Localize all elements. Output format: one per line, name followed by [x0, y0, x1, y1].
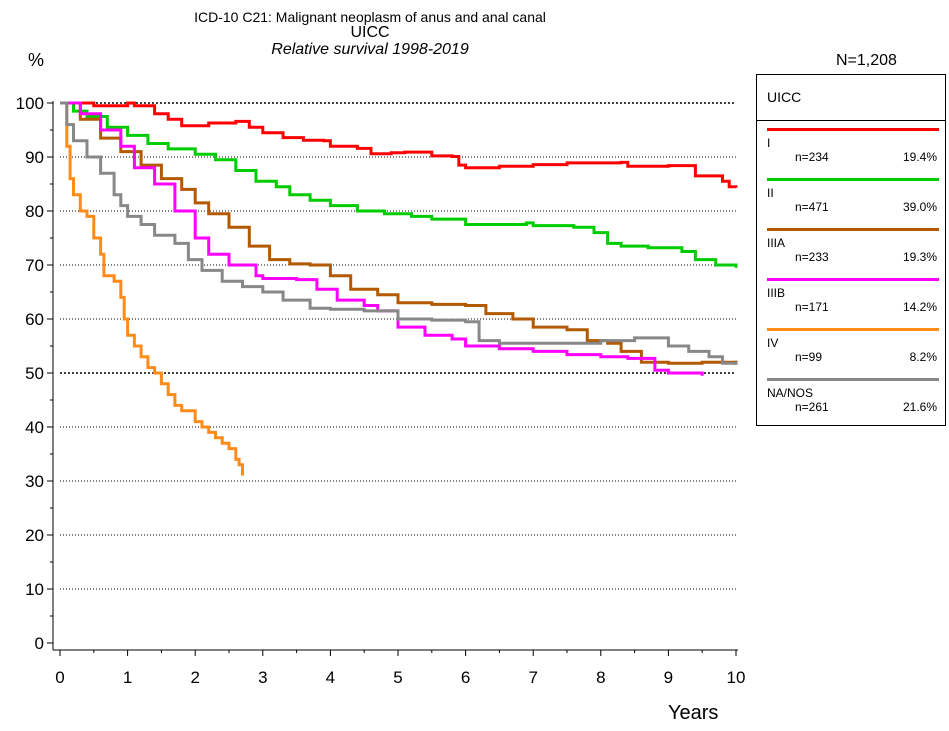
x-tick-label-0: 0 — [55, 668, 64, 687]
legend-series-name: IV — [767, 336, 779, 350]
y-tick-label-70: 70 — [25, 256, 44, 275]
legend-entry: IIIB n=171 14.2% — [757, 278, 945, 328]
series-line-nanos — [60, 101, 738, 365]
series-line-iiia — [60, 101, 738, 365]
legend-swatch — [767, 378, 939, 381]
x-tick-label-7: 7 — [528, 668, 537, 687]
legend-series-name: IIIA — [767, 236, 786, 250]
legend-series-name: II — [767, 186, 774, 200]
legend-series-percent: 8.2% — [909, 350, 937, 364]
x-tick-label-4: 4 — [326, 668, 335, 687]
x-tick-label-8: 8 — [596, 668, 605, 687]
series-line-ii — [60, 101, 738, 268]
grid-lines — [60, 102, 736, 590]
x-tick-label-6: 6 — [461, 668, 470, 687]
series-line-i — [60, 101, 738, 189]
axes: 0 10 20 30 40 50 60 70 80 90 100 0 1 2 3 4 5 6 7 8 9 10 — [16, 94, 746, 687]
legend-series-count: n=471 — [795, 200, 829, 214]
x-tick-label-10: 10 — [727, 668, 746, 687]
y-tick-label-0: 0 — [35, 634, 44, 653]
legend-series-name: NA/NOS — [767, 386, 814, 400]
y-tick-label-60: 60 — [25, 310, 44, 329]
y-tick-label-20: 20 — [25, 526, 44, 545]
legend-series-name: IIIB — [767, 286, 786, 300]
series-lines — [60, 101, 738, 476]
legend-series-count: n=171 — [795, 300, 829, 314]
legend-swatch — [767, 328, 939, 331]
legend-swatch — [767, 278, 939, 281]
y-tick-label-50: 50 — [25, 364, 44, 383]
x-tick-label-1: 1 — [123, 668, 132, 687]
legend-series-name: I — [767, 136, 771, 150]
total-count: N=1,208 — [836, 52, 897, 69]
x-tick-label-5: 5 — [393, 668, 402, 687]
chart-title-group: UICC — [350, 24, 390, 41]
legend-series-count: n=233 — [795, 250, 829, 264]
legend-entry: IIIA n=233 19.3% — [757, 228, 945, 278]
y-tick-label-30: 30 — [25, 472, 44, 491]
legend-series-count: n=234 — [795, 150, 829, 164]
legend-series-count: n=261 — [795, 400, 829, 414]
legend-divider — [757, 120, 945, 121]
y-tick-label-80: 80 — [25, 202, 44, 221]
legend-swatch — [767, 178, 939, 181]
x-axis-label: Years — [668, 702, 719, 724]
x-tick-label-2: 2 — [190, 668, 199, 687]
chart-subtitle: Relative survival 1998-2019 — [271, 41, 469, 58]
legend-swatch — [767, 128, 939, 131]
y-tick-label-100: 100 — [16, 94, 44, 113]
y-tick-label-40: 40 — [25, 418, 44, 437]
legend-series-percent: 19.3% — [902, 250, 937, 264]
series-line-iv — [60, 101, 244, 476]
legend-series-count: n=99 — [795, 350, 823, 364]
x-tick-label-3: 3 — [258, 668, 267, 687]
y-tick-label-90: 90 — [25, 148, 44, 167]
y-tick-label-10: 10 — [25, 580, 44, 599]
legend-entry: II n=471 39.0% — [757, 178, 945, 228]
y-axis-unit: % — [28, 50, 45, 70]
x-tick-label-9: 9 — [664, 668, 673, 687]
legend-series-percent: 39.0% — [902, 200, 937, 214]
legend-series-percent: 21.6% — [902, 400, 937, 414]
legend-entry: IV n=99 8.2% — [757, 328, 945, 378]
legend-series-percent: 19.4% — [902, 150, 937, 164]
legend-swatch — [767, 228, 939, 231]
legend-series-percent: 14.2% — [902, 300, 937, 314]
legend-entry: NA/NOS n=261 21.6% — [757, 378, 945, 428]
chart-title: ICD-10 C21: Malignant neoplasm of anus a… — [194, 9, 546, 25]
series-line-iiib — [60, 101, 704, 376]
legend-title: UICC — [767, 89, 802, 105]
